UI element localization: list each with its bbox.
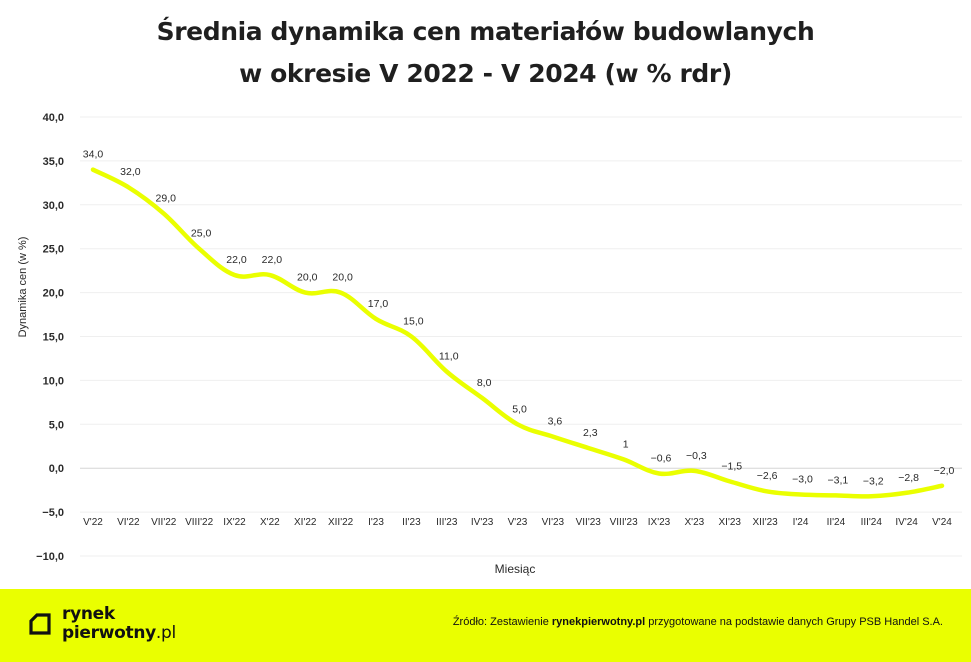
data-label: 5,0 — [512, 403, 527, 415]
x-tick-label: IX'22 — [223, 517, 246, 528]
y-axis-tick-labels: 40,0 35,0 30,0 25,0 20,0 15,0 10,0 5,0 0,0 −5,0 −1… — [36, 112, 64, 563]
y-tick-label: 0,0 — [49, 463, 64, 475]
chart-title-line-1: Średnia dynamika cen materiałów budowlan… — [156, 17, 815, 46]
y-tick-label: −5,0 — [42, 507, 64, 519]
data-label: −1,5 — [721, 460, 742, 472]
brand-logo[interactable]: rynek pierwotny.pl — [28, 604, 228, 648]
x-tick-label: I'24 — [793, 517, 809, 528]
source-note: Źródło: Zestawienie rynekpierwotny.pl pr… — [453, 616, 943, 628]
data-label: 20,0 — [332, 272, 353, 284]
x-tick-label: IV'23 — [471, 517, 494, 528]
logo-word-1: rynek — [62, 604, 115, 624]
footer-bar: rynek pierwotny.pl Źródło: Zestawienie r… — [0, 589, 971, 662]
y-tick-label: 15,0 — [43, 332, 64, 344]
data-label: 25,0 — [191, 228, 212, 240]
data-label: 29,0 — [156, 193, 177, 205]
data-label: −2,0 — [934, 465, 955, 477]
x-axis-title: Miesiąc — [495, 562, 536, 576]
data-label: 17,0 — [368, 298, 389, 310]
data-label: 1 — [623, 438, 629, 450]
data-labels: 34,032,029,025,022,0 22,020,0 20,017,015,0… — [83, 149, 955, 488]
x-tick-label: VII'22 — [151, 517, 177, 528]
x-tick-label: III'24 — [861, 517, 883, 528]
x-tick-label: VI'22 — [117, 517, 140, 528]
x-tick-label: XI'22 — [294, 517, 317, 528]
data-label: 3,6 — [548, 416, 563, 428]
y-tick-label: −10,0 — [36, 551, 64, 563]
y-tick-label: 30,0 — [43, 200, 64, 212]
y-tick-label: 5,0 — [49, 419, 64, 431]
data-label: −2,8 — [898, 472, 919, 484]
x-tick-label: I'23 — [368, 517, 384, 528]
x-tick-label: III'23 — [436, 517, 458, 528]
logo-mark-icon — [29, 613, 51, 635]
x-tick-label: II'23 — [402, 517, 421, 528]
source-link[interactable]: rynekpierwotny.pl — [551, 616, 646, 628]
source-prefix: Źródło: Zestawienie — [452, 616, 552, 628]
x-tick-label: X'23 — [685, 517, 705, 528]
data-label: −2,6 — [757, 470, 778, 482]
x-tick-label: IX'23 — [648, 517, 671, 528]
data-label: −0,3 — [686, 450, 707, 462]
y-tick-label: 40,0 — [43, 112, 64, 124]
data-label: −3,0 — [792, 474, 813, 486]
data-label: −0,6 — [651, 452, 672, 464]
series-line — [90, 167, 945, 499]
data-label: 32,0 — [120, 166, 141, 178]
y-axis-title: Dynamika cen (w %) — [17, 237, 29, 338]
x-tick-label: V'23 — [508, 517, 528, 528]
x-tick-label: VI'23 — [542, 517, 565, 528]
x-tick-label: V'24 — [932, 517, 952, 528]
x-tick-label: XII'22 — [328, 517, 354, 528]
grid-lines — [80, 116, 962, 557]
y-tick-label: 25,0 — [43, 244, 64, 256]
x-tick-label: II'24 — [827, 517, 846, 528]
data-label: 15,0 — [403, 316, 424, 328]
source-suffix: przygotowane na podstawie danych Grupy P… — [645, 616, 943, 628]
data-label: −3,2 — [863, 475, 884, 487]
x-tick-label: XI'23 — [719, 517, 742, 528]
y-tick-label: 35,0 — [43, 156, 64, 168]
x-tick-label: VIII'22 — [185, 517, 213, 528]
data-label: 22,0 — [262, 254, 283, 266]
x-tick-label: VIII'23 — [610, 517, 638, 528]
x-tick-label: IV'24 — [895, 517, 918, 528]
data-label: −3,1 — [828, 474, 849, 486]
data-label: 11,0 — [439, 351, 459, 363]
y-tick-label: 20,0 — [43, 288, 64, 300]
x-tick-label: VII'23 — [576, 517, 602, 528]
x-tick-label: X'22 — [260, 517, 280, 528]
data-label: 20,0 — [297, 272, 318, 284]
data-label: 34,0 — [83, 149, 104, 161]
chart-title-line-2: w okresie V 2022 - V 2024 (w % rdr) — [239, 59, 732, 88]
logo-word-2: pierwotny — [62, 623, 156, 643]
data-label: 22,0 — [226, 254, 247, 266]
x-axis-tick-labels: V'22 VI'22 VII'22 VIII'22 IX'22 X'22 XI'22 XII'… — [83, 517, 952, 528]
line-chart: 40,035,030,025,020,015,010,05,00,0−5,0−1… — [17, 112, 962, 576]
data-label: 2,3 — [583, 427, 598, 439]
data-label: 8,0 — [477, 377, 492, 389]
x-tick-label: V'22 — [83, 517, 103, 528]
x-tick-label: XII'23 — [752, 517, 778, 528]
logo-word-2-suffix: .pl — [155, 623, 176, 643]
logo-wordmark: rynek pierwotny.pl — [62, 605, 176, 643]
y-tick-label: 10,0 — [43, 375, 64, 387]
